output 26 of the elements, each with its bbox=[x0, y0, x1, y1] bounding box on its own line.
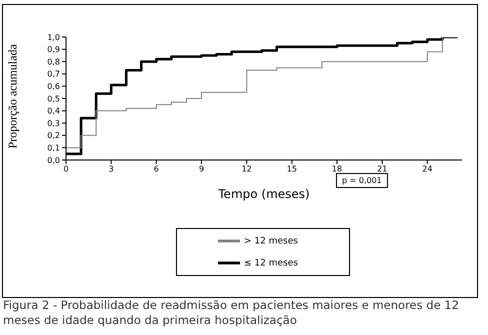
x-tick-label: 21 bbox=[377, 164, 388, 174]
x-axis-title: Tempo (meses) bbox=[217, 187, 310, 201]
y-axis-title: Proporção acumulada bbox=[5, 44, 20, 148]
text: p = 0,001 bbox=[336, 173, 388, 188]
x-tick-label: 12 bbox=[242, 164, 252, 174]
y-tick-label: 0,1 bbox=[47, 144, 60, 153]
y-tick-label: 0,6 bbox=[47, 82, 60, 92]
x-tick-label: 3 bbox=[108, 164, 114, 174]
x-tick-label: 24 bbox=[422, 164, 432, 174]
x-tick-label: 0 bbox=[63, 164, 69, 174]
y-tick-label: 0,4 bbox=[47, 106, 60, 116]
y-tick-label: 0,9 bbox=[47, 45, 60, 54]
legend-label: ≤ 12 meses bbox=[244, 258, 298, 268]
x-tick-label: 18 bbox=[332, 164, 342, 174]
x-tick-label: 15 bbox=[286, 164, 297, 174]
y-tick-label: 0,0 bbox=[47, 156, 60, 165]
y-tick-label: 0,2 bbox=[47, 131, 60, 140]
y-tick-label: 0,8 bbox=[47, 57, 60, 66]
x-tick-label: 9 bbox=[198, 164, 204, 174]
y-tick-label: 0,5 bbox=[47, 94, 60, 104]
x-tick-label: 6 bbox=[154, 164, 159, 174]
y-tick-label: 0,3 bbox=[47, 118, 60, 128]
legend-label: > 12 meses bbox=[244, 236, 298, 246]
y-tick-label: 1,0 bbox=[47, 32, 60, 42]
text: Figura 2 - Probabilidade de readmissão em pacientes maiores e menores de 12 meses de idade quando da primeira hospitalização bbox=[3, 298, 460, 328]
y-tick-label: 0,7 bbox=[47, 70, 60, 79]
